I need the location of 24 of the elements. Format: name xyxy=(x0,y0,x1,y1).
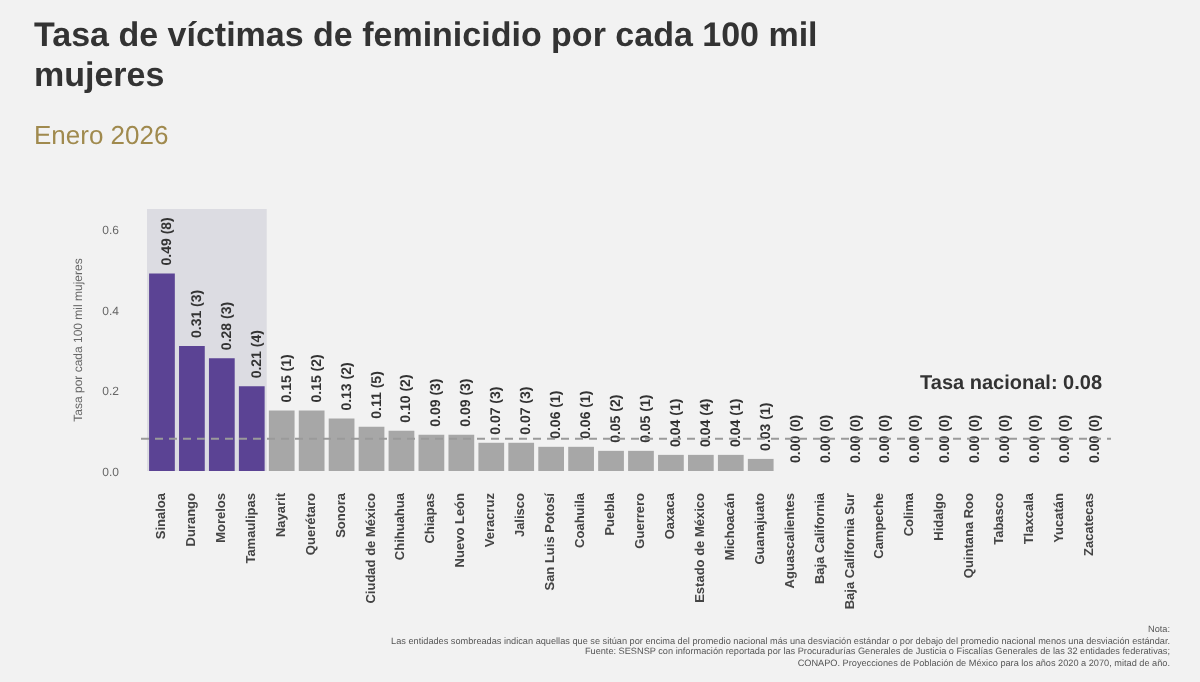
bar xyxy=(538,446,565,471)
bar xyxy=(208,358,235,471)
bar xyxy=(598,450,624,471)
bar xyxy=(388,430,415,471)
bar xyxy=(328,418,355,471)
bar xyxy=(508,442,535,471)
bar xyxy=(478,442,505,471)
bar xyxy=(149,273,175,471)
chart-title: Tasa de víctimas de feminicidio por cada 100 mil mujeres xyxy=(34,16,820,96)
bar xyxy=(658,454,684,471)
chart-subtitle: Enero 2026 xyxy=(34,118,169,154)
bar xyxy=(238,386,265,471)
bar xyxy=(298,410,325,471)
bar xyxy=(418,434,445,471)
bar xyxy=(687,454,714,471)
bar xyxy=(568,446,594,471)
bar xyxy=(747,458,774,471)
bar xyxy=(717,454,744,471)
bar xyxy=(448,434,475,471)
bar xyxy=(179,346,205,471)
bar xyxy=(268,410,295,471)
bar xyxy=(358,426,385,471)
ref-line-label: Tasa nacional: 0.08 xyxy=(920,372,1103,395)
bar xyxy=(628,450,654,471)
